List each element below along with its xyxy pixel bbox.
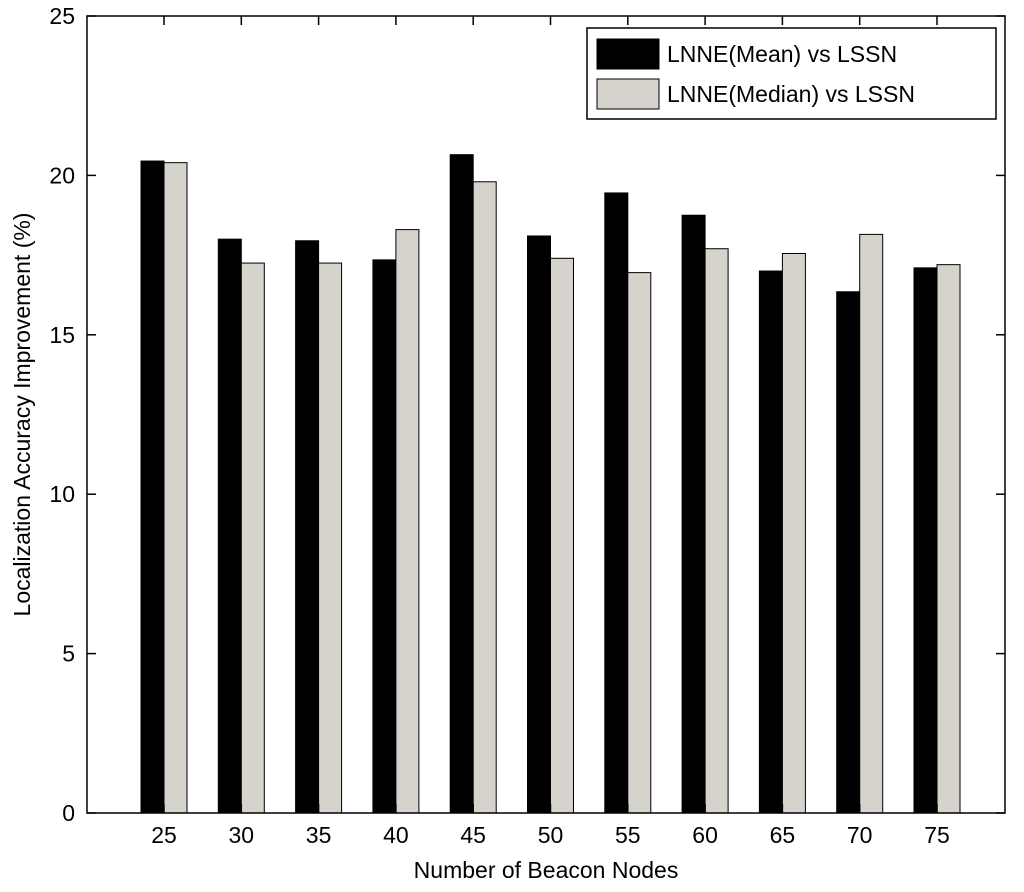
x-tick-label-55: 55	[615, 822, 641, 848]
x-tick-label-30: 30	[229, 822, 255, 848]
bar-mean-35	[295, 240, 320, 814]
legend-swatch-median	[596, 78, 660, 110]
x-tick-label-60: 60	[692, 822, 718, 848]
y-axis-title: Localization Accuracy Improvement (%)	[9, 213, 35, 617]
bar-mean-30	[217, 238, 242, 814]
legend: LNNE(Mean) vs LSSN LNNE(Median) vs LSSN	[586, 27, 997, 120]
y-tick-label-25: 25	[49, 3, 75, 29]
bar-mean-40	[372, 259, 397, 814]
bar-median-65	[781, 253, 806, 814]
bar-mean-70	[836, 291, 861, 814]
x-tick-label-25: 25	[151, 822, 177, 848]
legend-swatch-mean	[596, 38, 660, 70]
bar-median-55	[627, 272, 652, 814]
y-tick-label-10: 10	[49, 481, 75, 507]
x-tick-label-50: 50	[538, 822, 564, 848]
bar-mean-45	[449, 154, 474, 814]
y-tick-label-15: 15	[49, 322, 75, 348]
x-tick-label-65: 65	[770, 822, 796, 848]
bar-mean-55	[604, 192, 629, 814]
x-tick-label-40: 40	[383, 822, 409, 848]
bar-median-50	[550, 257, 574, 814]
x-tick-label-35: 35	[306, 822, 332, 848]
bar-median-30	[240, 262, 265, 814]
y-tick-label-5: 5	[62, 641, 75, 667]
bar-median-45	[472, 181, 497, 814]
y-tick-label-20: 20	[49, 162, 75, 188]
ticks-layer	[87, 15, 1005, 814]
bar-mean-75	[913, 267, 938, 814]
bar-mean-50	[527, 235, 551, 814]
bar-median-60	[704, 248, 729, 814]
x-tick-label-45: 45	[460, 822, 486, 848]
x-tick-label-75: 75	[924, 822, 950, 848]
x-tick-label-70: 70	[847, 822, 873, 848]
bar-median-25	[163, 162, 188, 814]
bars-layer	[140, 154, 961, 814]
plot-frame	[86, 15, 1006, 814]
x-axis-title: Number of Beacon Nodes	[414, 857, 679, 883]
bar-median-70	[859, 233, 884, 814]
y-tick-labels: 0 5 10 15 20 25	[49, 3, 75, 826]
bar-mean-60	[681, 214, 706, 814]
bar-median-40	[395, 229, 420, 814]
bar-median-35	[318, 262, 343, 814]
legend-label-mean: LNNE(Mean) vs LSSN	[667, 41, 897, 67]
legend-label-median: LNNE(Median) vs LSSN	[667, 81, 915, 107]
bar-mean-25	[140, 160, 165, 814]
bar-median-75	[936, 264, 961, 814]
bar-mean-65	[758, 270, 783, 814]
y-tick-label-0: 0	[62, 800, 75, 826]
x-tick-labels: 25 30 35 40 45 50 55 60 65 70 75	[151, 822, 950, 848]
